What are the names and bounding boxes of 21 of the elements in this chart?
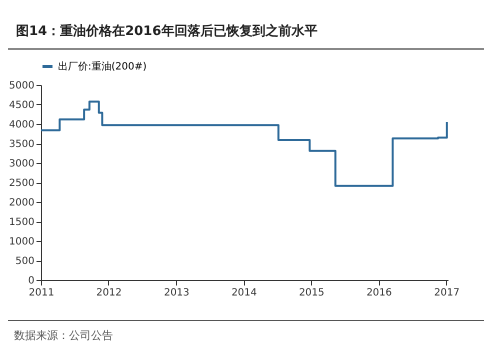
y-tick-label: 3000 [9, 158, 34, 170]
x-tick-label: 2012 [96, 288, 122, 298]
y-tick-label: 2500 [9, 178, 34, 189]
y-tick-label: 500 [15, 256, 34, 267]
y-tick-label: 1000 [9, 236, 34, 248]
y-tick-label: 0 [28, 276, 34, 286]
y-tick-label: 4000 [9, 120, 34, 130]
x-tick-label: 2015 [298, 288, 324, 298]
y-tick-label: 2000 [9, 198, 34, 208]
chart-title: 图14：重油价格在2016年回落后已恢复到之前水平 [16, 22, 318, 40]
legend-label: 出厂价:重油(200#) [58, 60, 147, 72]
x-tick-label: 2017 [434, 288, 460, 298]
x-tick-label: 2014 [231, 288, 257, 298]
y-tick-label: 4500 [9, 100, 34, 111]
x-tick-label: 2016 [366, 288, 392, 298]
y-tick-label: 5000 [9, 80, 34, 92]
source-note: 数据来源：公司公告 [14, 328, 113, 343]
y-tick-label: 1500 [9, 217, 34, 228]
x-tick-label: 2013 [164, 288, 190, 298]
x-tick-label: 2011 [28, 288, 54, 298]
y-tick-label: 3500 [9, 139, 34, 150]
